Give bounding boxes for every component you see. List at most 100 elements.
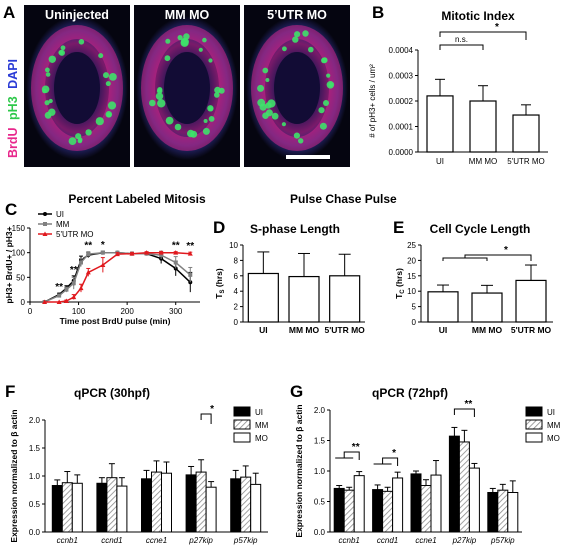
- x-axis-label: Time post BrdU pulse (min): [60, 316, 171, 326]
- bar: [512, 114, 540, 153]
- x-tick-label: 300: [169, 307, 183, 316]
- legend-label: UI: [255, 408, 263, 417]
- legend-label: UI: [56, 210, 64, 219]
- legend-marker: [42, 231, 48, 236]
- x-tick-label: 0: [28, 307, 33, 316]
- y-tick-label: 6: [234, 272, 239, 281]
- bracket: [439, 31, 527, 40]
- ph3-cell: [208, 106, 214, 112]
- data-point: [188, 272, 193, 277]
- ph3-cell: [155, 92, 164, 101]
- x-tick-label: 200: [120, 307, 134, 316]
- ph3-cell: [208, 116, 215, 122]
- legend-label: MO: [255, 434, 268, 443]
- panel-a-micrographs: BrdU pH3 DAPI Uninjected MM MO 5’UTR MO: [6, 5, 350, 167]
- bracket: [453, 408, 475, 417]
- data-point: [144, 250, 150, 255]
- ph3-cell: [319, 122, 327, 130]
- y-axis-label: Expression normalized to β actin: [294, 404, 304, 537]
- ph3-cell: [58, 50, 64, 56]
- y-tick-label: 0: [412, 318, 417, 327]
- x-tick-label: MM MO: [472, 325, 503, 335]
- lumen: [274, 52, 320, 124]
- annotation: *: [210, 404, 214, 415]
- y-tick-label: 10: [229, 241, 238, 250]
- ph3-cell: [44, 111, 52, 119]
- ph3-cell: [328, 82, 334, 88]
- legend-swatch: [233, 419, 251, 430]
- y-tick-label: 8: [234, 256, 239, 265]
- bar: [106, 477, 118, 533]
- bracket: [343, 451, 360, 460]
- ph3-cell: [77, 138, 83, 144]
- chart-title: S-phase Length: [250, 222, 340, 236]
- x-tick-label: p27kip: [188, 536, 213, 545]
- y-axis-label: TC (hrs): [394, 268, 406, 299]
- ph3-cell: [48, 98, 53, 104]
- legend-label: MM: [56, 220, 70, 229]
- ph3-cell: [174, 123, 182, 131]
- x-tick-label: p27kip: [452, 536, 477, 545]
- data-point: [71, 294, 77, 300]
- bar: [372, 489, 384, 533]
- data-point: [129, 251, 135, 256]
- ph3-cell: [106, 112, 112, 118]
- ph3-cell: [298, 138, 304, 144]
- data-point: [158, 250, 164, 255]
- y-tick-label: 4: [234, 287, 239, 296]
- bar: [382, 490, 394, 533]
- significance-star: **: [84, 241, 92, 252]
- y-tick-label: 0.0004: [389, 46, 414, 55]
- y-tick-label: 25: [407, 241, 416, 250]
- bar: [195, 471, 207, 533]
- y-tick-label: 1.5: [314, 437, 326, 446]
- bar: [410, 473, 422, 533]
- data-point: [173, 260, 178, 265]
- micrograph-1: Uninjected: [24, 5, 130, 167]
- bar: [333, 487, 345, 533]
- y-tick-label: 2.0: [29, 416, 41, 425]
- channel-label-ph3: pH3: [6, 96, 20, 120]
- annotation: **: [352, 442, 360, 453]
- x-tick-label: 100: [72, 307, 86, 316]
- annotation: *: [504, 245, 508, 256]
- ph3-cell: [294, 31, 301, 38]
- x-tick-label: p57kip: [233, 536, 258, 545]
- ph3-cell: [149, 99, 156, 107]
- ph3-cell: [165, 38, 171, 44]
- significance-star: *: [101, 240, 105, 251]
- channel-label-dapi: DAPI: [6, 59, 20, 89]
- bar: [240, 476, 252, 533]
- chart-title: Mitotic Index: [441, 9, 515, 23]
- x-tick-label: ccnd1: [377, 536, 398, 545]
- series-line: [44, 251, 191, 303]
- data-point: [173, 250, 179, 255]
- chart-e-cell-cycle-length: Cell Cycle Length 0 5 10 15 20 25 TC (hrs) UI MM …: [394, 222, 553, 335]
- data-point: [85, 269, 91, 275]
- data-point: [64, 287, 69, 292]
- legend-label: MO: [547, 434, 560, 443]
- chart-c-percent-labeled-mitosis: Percent Labeled Mitosis 0 50 100 150 0 100 200 3…: [4, 192, 206, 326]
- ph3-cell: [293, 132, 300, 139]
- legend-label: 5'UTR MO: [56, 230, 94, 239]
- annotation: **: [465, 399, 473, 410]
- bar: [471, 292, 503, 323]
- x-tick-label: MM MO: [289, 325, 320, 335]
- annotation: *: [495, 22, 499, 33]
- bar: [448, 435, 460, 533]
- bar: [116, 485, 128, 533]
- bar: [426, 95, 454, 153]
- channel-labels: BrdU pH3 DAPI: [6, 59, 20, 158]
- data-point: [159, 253, 164, 258]
- bar: [288, 275, 320, 323]
- bracket: [464, 254, 532, 261]
- legend-label: UI: [547, 408, 555, 417]
- brdu-ring: [31, 25, 123, 151]
- significance-star: **: [70, 265, 78, 276]
- y-tick-label: 0: [21, 298, 26, 307]
- ph3-cell: [187, 129, 195, 138]
- y-tick-label: 0.5: [314, 498, 326, 507]
- x-tick-label: ccne1: [146, 536, 167, 545]
- ph3-cell: [323, 100, 329, 106]
